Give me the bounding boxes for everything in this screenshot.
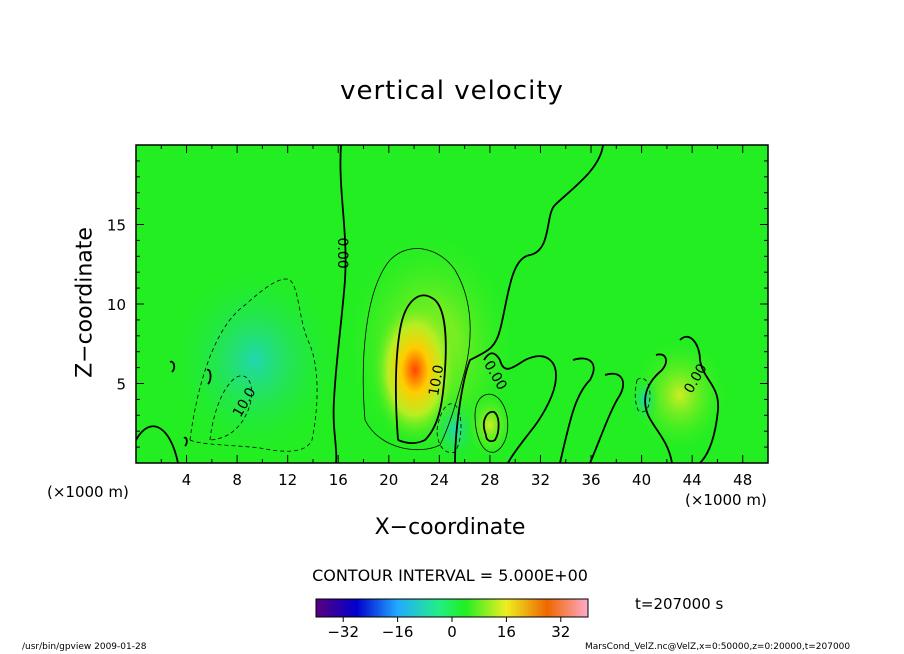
- colorbar-ticks: −32 −16 0 16 32: [327, 617, 570, 641]
- x-axis-label: X−coordinate: [374, 515, 526, 540]
- x-tick-label: 48: [733, 471, 752, 489]
- x-tick-label: 12: [278, 471, 297, 489]
- contour-label: 10.0: [426, 364, 447, 397]
- colorbar-tick-label: 32: [551, 623, 570, 641]
- x-tick-label: 4: [182, 471, 192, 489]
- y-tick-label: 5: [116, 376, 126, 394]
- colorbar-tick-label: −16: [382, 623, 414, 641]
- colorbar-tick-label: 0: [447, 623, 457, 641]
- x-tick-label: 40: [632, 471, 651, 489]
- x-tick-label: 24: [430, 471, 449, 489]
- footer-left: /usr/bin/gpview 2009-01-28: [22, 642, 147, 652]
- contour-label: 0.00: [334, 238, 350, 269]
- x-tick-label: 8: [232, 471, 242, 489]
- x-tick-label: 36: [581, 471, 600, 489]
- x-unit-right: (×1000 m): [685, 491, 767, 509]
- negative-region: [165, 260, 345, 460]
- x-tick-label: 32: [531, 471, 550, 489]
- colorbar-tick-label: −32: [327, 623, 359, 641]
- zero-contours: [136, 145, 719, 463]
- positive-region-right: [630, 335, 730, 455]
- x-tick-label: 28: [480, 471, 499, 489]
- positive-contours: [362, 248, 509, 453]
- contour-interval: CONTOUR INTERVAL = 5.000E+00: [312, 566, 588, 585]
- x-tick-label: 20: [379, 471, 398, 489]
- x-tick-label: 16: [329, 471, 348, 489]
- x-tick-label: 44: [683, 471, 702, 489]
- footer-right: MarsCond_VelZ.nc@VelZ,x=0:50000,z=0:2000…: [585, 642, 851, 652]
- positive-region-small: [465, 390, 515, 460]
- negative-contours: [189, 278, 651, 454]
- y-tick-label: 10: [107, 296, 126, 314]
- y-tick-label: 15: [107, 217, 126, 235]
- colorbar: [315, 598, 589, 618]
- colorbar-tick-label: 16: [497, 623, 516, 641]
- chart-title: vertical velocity: [340, 76, 564, 106]
- time-label: t=207000 s: [635, 595, 724, 613]
- x-unit-left: (×1000 m): [47, 483, 129, 501]
